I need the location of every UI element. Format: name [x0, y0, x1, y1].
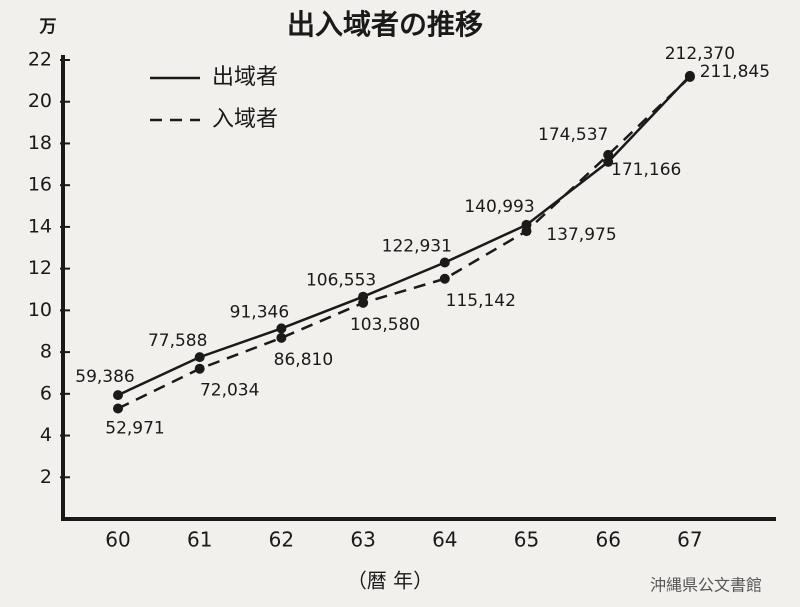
x-tick-label: 60	[105, 528, 130, 552]
y-tick-label: 2	[40, 466, 52, 488]
x-tick-label: 66	[595, 528, 620, 552]
chart-title: 出入域者の推移	[287, 8, 483, 41]
data-label: 115,142	[446, 291, 516, 311]
data-label: 171,166	[611, 160, 681, 180]
x-tick-label: 64	[432, 528, 457, 552]
legend-label: 入域者	[212, 107, 278, 132]
data-point	[113, 403, 123, 414]
y-tick-label: 22	[28, 49, 52, 71]
x-tick-label: 62	[269, 528, 294, 552]
data-label: 174,537	[538, 125, 608, 145]
legend-label: 出域者	[212, 65, 278, 90]
data-point	[439, 257, 450, 268]
x-tick-label: 65	[514, 528, 539, 552]
series-line	[117, 76, 691, 410]
y-tick-label: 20	[28, 90, 52, 112]
data-point	[684, 72, 695, 83]
y-tick-label: 12	[28, 257, 52, 279]
y-tick-label: 16	[28, 174, 52, 196]
data-label: 122,931	[382, 237, 452, 257]
data-label: 52,971	[105, 418, 164, 438]
x-tick-label: 63	[350, 528, 375, 552]
data-label: 106,553	[306, 271, 376, 291]
data-point	[603, 156, 614, 167]
data-label: 211,845	[700, 62, 770, 82]
y-tick-label: 18	[28, 132, 52, 154]
data-point	[439, 273, 450, 284]
data-point	[521, 226, 532, 237]
y-tick-label: 4	[40, 424, 52, 446]
data-label: 72,034	[200, 381, 259, 401]
data-label: 212,370	[665, 44, 735, 64]
watermark: 沖縄県公文書館	[650, 576, 762, 595]
data-point	[276, 323, 287, 334]
x-tick-label: 67	[677, 528, 702, 552]
data-point	[603, 149, 614, 160]
data-label: 59,386	[75, 367, 134, 387]
data-point	[358, 297, 369, 308]
y-tick-label: 14	[28, 215, 52, 237]
data-point	[113, 390, 123, 401]
y-tick-label: 8	[40, 341, 52, 363]
data-point	[276, 332, 287, 343]
y-axis-label: 万	[39, 17, 57, 37]
data-point	[194, 352, 205, 363]
data-label: 77,588	[148, 331, 207, 351]
x-tick-label: 61	[187, 528, 212, 552]
data-label: 103,580	[350, 315, 420, 335]
y-tick-label: 10	[28, 299, 52, 321]
y-tick-label: 6	[40, 382, 52, 404]
series-line	[117, 75, 691, 397]
data-label: 91,346	[230, 302, 289, 322]
data-point	[194, 363, 205, 374]
data-label: 140,993	[464, 197, 534, 217]
x-axis-label: （暦 年）	[347, 569, 433, 593]
data-label: 86,810	[274, 350, 333, 370]
data-label: 137,975	[546, 225, 616, 245]
